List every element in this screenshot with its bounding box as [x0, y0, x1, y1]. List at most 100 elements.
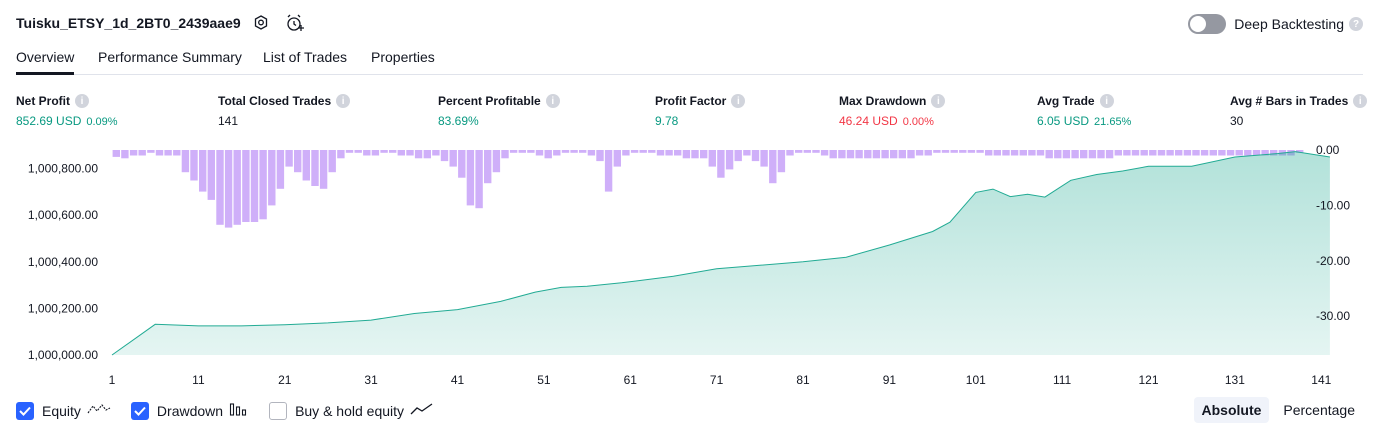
drawdown-bar: [829, 150, 837, 159]
drawdown-bar: [147, 150, 155, 153]
drawdown-bar: [268, 150, 276, 206]
y-left-tick-label: 1,000,000.00: [28, 348, 98, 362]
drawdown-bar: [423, 150, 431, 159]
drawdown-bar: [1209, 150, 1217, 156]
drawdown-bar: [941, 150, 950, 153]
metric-avg-trade: Avg Trade i 6.05 USD 21.65%: [1037, 94, 1131, 128]
equity-line: [111, 151, 1330, 356]
metric-percent: 21.65%: [1094, 116, 1132, 128]
drawdown-bar: [337, 150, 345, 159]
x-tick-label: 111: [1053, 373, 1072, 387]
help-icon[interactable]: i: [75, 94, 89, 108]
drawdown-bar: [1002, 150, 1010, 156]
metric-profit-factor: Profit Factor i 9.78: [655, 94, 746, 128]
drawdown-bar: [570, 150, 578, 153]
drawdown-checkbox[interactable]: [130, 402, 149, 420]
metric-net-profit: Net Profit i 852.69 USD 0.09%: [16, 94, 118, 128]
help-icon[interactable]: i: [731, 94, 746, 108]
drawdown-bar: [1200, 150, 1209, 156]
drawdown-bar: [1192, 150, 1200, 156]
drawdown-bar: [786, 150, 794, 156]
drawdown-bar: [173, 150, 181, 156]
drawdown-bar: [484, 150, 492, 184]
drawdown-bar: [1149, 150, 1157, 156]
help-icon[interactable]: i: [1099, 94, 1114, 108]
drawdown-bar: [112, 150, 120, 157]
drawdown-bar: [285, 150, 293, 167]
drawdown-bar: [509, 150, 518, 153]
drawdown-bar: [596, 150, 604, 162]
drawdown-bar: [950, 150, 958, 153]
metric-total-closed-trades: Total Closed Trades i 141: [218, 94, 351, 128]
y-left-tick-label: 1,000,600.00: [28, 208, 98, 222]
drawdown-bar: [1080, 150, 1088, 159]
absolute-button[interactable]: Absolute: [1193, 397, 1270, 423]
drawdown-bar: [1123, 150, 1131, 156]
help-icon[interactable]: i: [336, 94, 351, 108]
help-icon[interactable]: i: [545, 94, 560, 108]
metric-value: 46.24 USD: [839, 114, 898, 128]
metric-label: Percent Profitable: [438, 94, 541, 108]
drawdown-bar: [311, 150, 319, 186]
drawdown-bar: [976, 150, 984, 153]
help-icon[interactable]: ?: [1349, 17, 1363, 31]
drawdown-bar: [458, 150, 466, 178]
drawdown-bars: [112, 150, 1304, 228]
drawdown-bar: [630, 150, 639, 153]
drawdown-bar: [440, 150, 449, 162]
drawdown-bar: [1175, 150, 1183, 156]
percentage-button[interactable]: Percentage: [1283, 402, 1355, 418]
drawdown-bar: [1183, 150, 1192, 156]
drawdown-bar: [639, 150, 647, 153]
drawdown-bar: [907, 150, 915, 159]
drawdown-bar: [1218, 150, 1226, 156]
drawdown-bar: [1071, 150, 1079, 159]
legend-drawdown[interactable]: Drawdown: [130, 402, 249, 421]
deep-backtesting: Deep Backtesting ?: [1188, 14, 1363, 34]
drawdown-bar: [795, 150, 803, 153]
drawdown-bar: [527, 150, 535, 153]
drawdown-bar: [561, 150, 570, 153]
drawdown-bar: [259, 150, 267, 220]
y-left-tick-label: 1,000,800.00: [28, 162, 98, 176]
drawdown-bar: [380, 150, 388, 153]
x-tick-label: 41: [451, 373, 465, 387]
y-left-tick-label: 1,000,400.00: [28, 255, 98, 269]
drawdown-bar: [181, 150, 190, 173]
drawdown-bar: [466, 150, 475, 206]
drawdown-bar: [898, 150, 906, 159]
drawdown-bar: [1036, 150, 1045, 156]
legend-label: Equity: [42, 403, 81, 419]
drawdown-bar: [1140, 150, 1148, 156]
metric-percent: 0.00%: [902, 116, 934, 128]
legend-buy-hold[interactable]: Buy & hold equity: [269, 402, 434, 421]
y-right-tick-label: -30.00: [1316, 309, 1350, 323]
drawdown-bar: [872, 150, 881, 159]
drawdown-bar: [1244, 150, 1252, 156]
buy-hold-checkbox[interactable]: [269, 402, 288, 420]
x-tick-label: 31: [364, 373, 378, 387]
drawdown-bar: [587, 150, 596, 156]
metric-max-drawdown: Max Drawdown i 46.24 USD 0.00%: [839, 94, 946, 128]
strategy-title: Tuisku_ETSY_1d_2BT0_2439aae9: [16, 15, 241, 31]
drawdown-bar: [389, 150, 397, 153]
drawdown-bar: [656, 150, 665, 156]
tab-performance-summary[interactable]: Performance Summary: [98, 49, 242, 65]
settings-icon[interactable]: [250, 12, 272, 34]
equity-checkbox[interactable]: [16, 402, 34, 420]
chart-legend: Equity Drawdown Buy & hold equity: [16, 401, 454, 421]
drawdown-bar: [155, 150, 164, 156]
deep-backtesting-toggle[interactable]: [1188, 14, 1227, 34]
drawdown-bar: [414, 150, 423, 159]
drawdown-bar: [1010, 150, 1019, 156]
help-icon[interactable]: i: [1353, 94, 1368, 108]
drawdown-bar: [475, 150, 483, 209]
legend-equity[interactable]: Equity: [16, 402, 111, 421]
help-icon[interactable]: i: [931, 94, 946, 108]
add-alert-icon[interactable]: [284, 12, 306, 34]
tab-list-of-trades[interactable]: List of Trades: [263, 49, 348, 65]
drawdown-bar: [1270, 150, 1278, 156]
tab-overview[interactable]: Overview: [16, 49, 75, 75]
tab-properties[interactable]: Properties: [371, 49, 435, 65]
drawdown-bar: [967, 150, 976, 153]
